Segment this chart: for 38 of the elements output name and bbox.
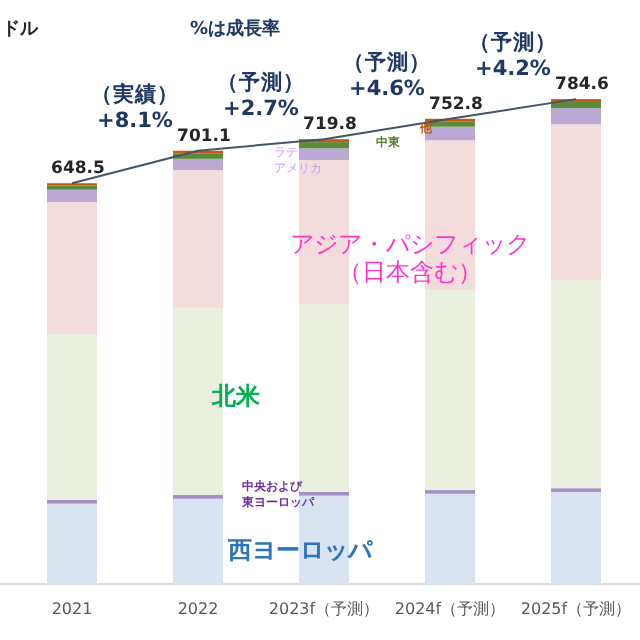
- bar: [425, 493, 475, 584]
- bar: [551, 124, 601, 280]
- value-label: 719.8: [303, 115, 357, 136]
- annotation: （予測） +2.7%: [217, 69, 305, 122]
- bar: [173, 158, 223, 170]
- x-tick: 2023f（予測）: [268, 600, 380, 618]
- series-label: アジア・パシフィック: [290, 230, 530, 258]
- series-label: 西ヨーロッパ: [228, 536, 372, 564]
- bar: [47, 334, 97, 500]
- bar: [299, 148, 349, 161]
- text: %は成長率: [190, 18, 281, 40]
- value-label: 701.1: [177, 126, 231, 147]
- x-tick: 2024f（予測）: [394, 600, 506, 618]
- bar: [425, 289, 475, 491]
- value-label: 648.5: [51, 159, 105, 180]
- bar: [551, 101, 601, 109]
- bar: [299, 142, 349, 149]
- value-label: 752.8: [429, 94, 483, 115]
- bar: [173, 169, 223, 308]
- bar: [551, 279, 601, 489]
- annotation: （予測） +4.6%: [343, 48, 431, 101]
- bar: [47, 189, 97, 203]
- annotation: （実績） +8.1%: [91, 80, 179, 133]
- x-tick: 2025f（予測）: [520, 600, 632, 618]
- bar: [173, 498, 223, 584]
- series-label: 北米: [212, 382, 260, 410]
- bar: [551, 491, 601, 584]
- value-label: 784.6: [555, 75, 609, 96]
- annotation: （予測） +4.2%: [469, 29, 557, 82]
- bar: [299, 495, 349, 584]
- annotation: ドル: [2, 20, 40, 40]
- x-tick: 2022: [177, 600, 219, 618]
- bar: [47, 503, 97, 584]
- series-label: （日本含む）: [338, 258, 482, 286]
- bar: [47, 202, 97, 335]
- x-tick: 2021: [51, 600, 93, 618]
- bar: [299, 304, 349, 492]
- bar: [551, 108, 601, 125]
